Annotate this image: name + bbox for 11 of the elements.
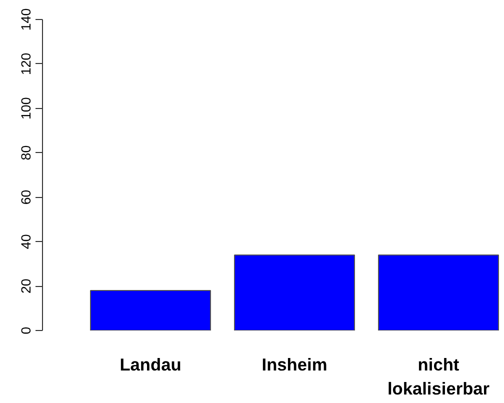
y-tick-label: 140 [18, 8, 34, 31]
y-tick-label: 120 [18, 52, 34, 76]
x-tick-label: nicht lokalisierbar [387, 354, 490, 398]
y-tick-label: 60 [18, 190, 34, 205]
x-tick-label: Insheim [262, 354, 328, 374]
x-tick-label: Landau [120, 354, 182, 374]
y-tick-label: 0 [18, 326, 34, 334]
y-tick-label: 80 [18, 145, 34, 160]
y-tick-label: 100 [18, 97, 34, 120]
y-tick-label: 20 [18, 278, 34, 294]
y-tick-label: 40 [18, 234, 34, 250]
